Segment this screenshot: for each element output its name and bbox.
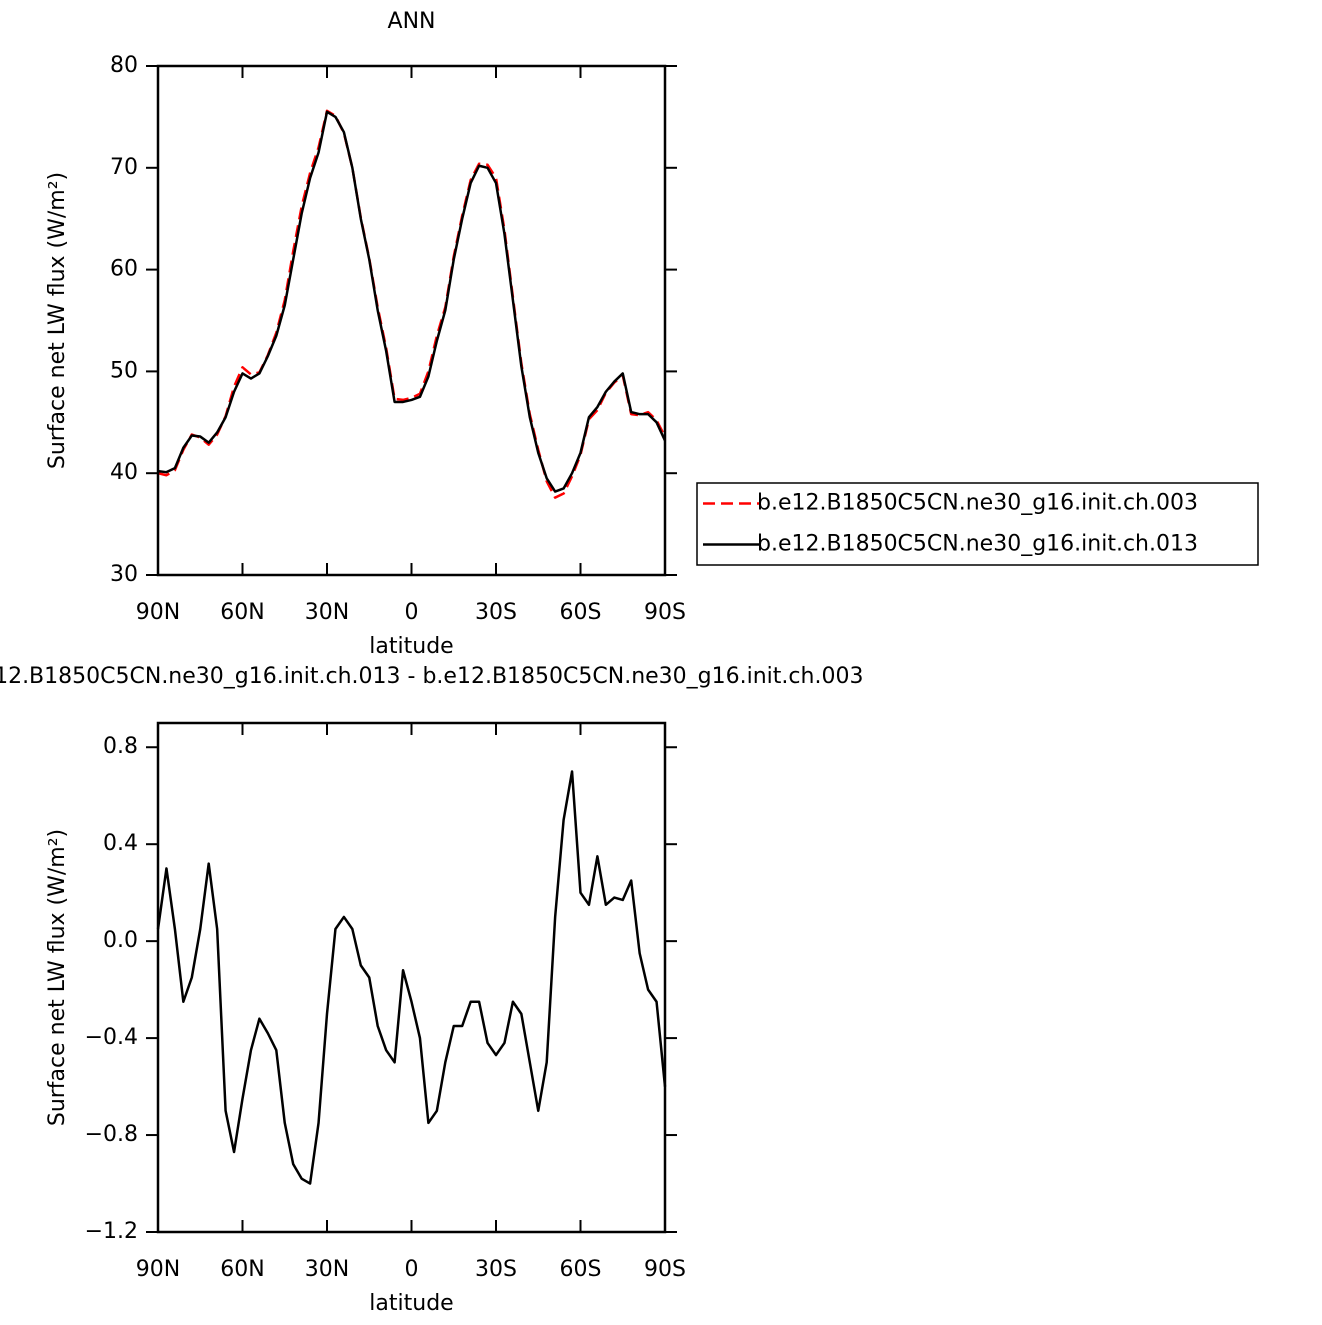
x-tick-label: 0: [405, 600, 419, 625]
x-tick-label: 60S: [560, 600, 602, 625]
legend-label: b.e12.B1850C5CN.ne30_g16.init.ch.003: [757, 491, 1198, 516]
y-tick-label: 60: [110, 257, 138, 282]
y-tick-label: 50: [110, 358, 138, 383]
x-tick-label: 90N: [136, 600, 180, 625]
x-tick-label: 90S: [644, 600, 686, 625]
y-tick-label: 30: [110, 562, 138, 587]
x-tick-label: 60N: [220, 600, 264, 625]
x-tick-label: 30N: [305, 600, 349, 625]
chart-title: b.e12.B1850C5CN.ne30_g16.init.ch.013 - b…: [0, 664, 863, 689]
legend-box: [696, 482, 1259, 566]
y-tick-label: −0.4: [85, 1025, 138, 1050]
chart-title: ANN: [388, 9, 436, 34]
y-tick-label: 70: [110, 155, 138, 180]
data-line: [156, 770, 667, 1185]
x-tick-label: 60S: [560, 1257, 602, 1282]
legend-label: b.e12.B1850C5CN.ne30_g16.init.ch.013: [757, 532, 1198, 557]
y-tick-label: −1.2: [85, 1219, 138, 1244]
x-tick-label: 30N: [305, 1257, 349, 1282]
x-tick-label: 90S: [644, 1257, 686, 1282]
y-axis-label: Surface net LW flux (W/m²): [45, 172, 70, 469]
y-axis-label: Surface net LW flux (W/m²): [45, 829, 70, 1126]
y-tick-label: 40: [110, 460, 138, 485]
plot-frame: [156, 64, 667, 577]
plot-frame: [156, 721, 667, 1234]
data-line: [157, 110, 667, 493]
y-tick-label: 0.8: [103, 734, 138, 759]
x-tick-label: 0: [405, 1257, 419, 1282]
x-axis-label: latitude: [369, 634, 453, 659]
x-tick-label: 60N: [220, 1257, 264, 1282]
x-tick-label: 30S: [475, 1257, 517, 1282]
y-tick-label: −0.8: [85, 1122, 138, 1147]
data-line: [157, 109, 667, 499]
y-tick-label: 80: [110, 53, 138, 78]
x-tick-label: 30S: [475, 600, 517, 625]
y-tick-label: 0.0: [103, 928, 138, 953]
x-axis-label: latitude: [369, 1291, 453, 1316]
x-tick-label: 90N: [136, 1257, 180, 1282]
y-tick-label: 0.4: [103, 831, 138, 856]
